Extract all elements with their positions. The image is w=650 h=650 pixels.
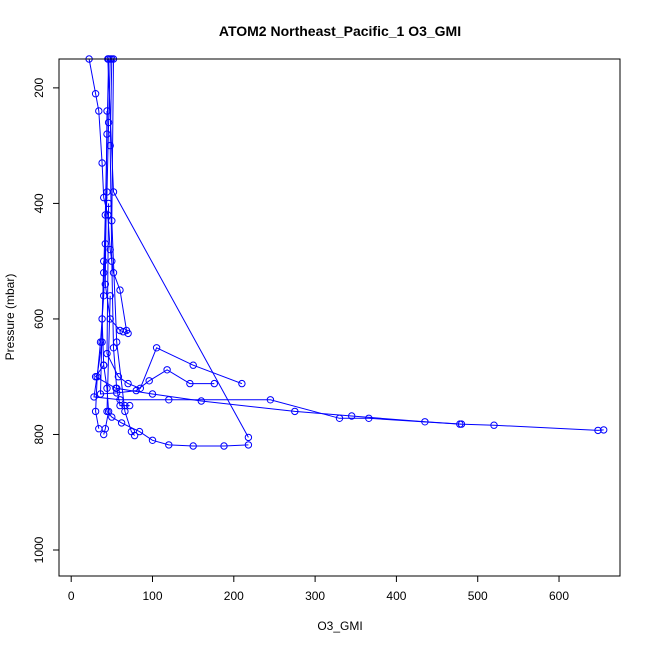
series-line	[107, 58, 249, 438]
y-tick-label: 800	[32, 424, 46, 444]
data-point	[119, 328, 127, 336]
x-axis: 0 100 200 300 400 500 600	[68, 576, 569, 603]
data-point	[244, 441, 253, 449]
data-point	[121, 407, 129, 416]
data-point	[244, 433, 253, 442]
data-point	[238, 379, 246, 388]
data-point	[113, 338, 121, 346]
series	[108, 55, 139, 440]
data-point	[348, 412, 356, 420]
data-point	[165, 441, 173, 449]
x-tick-label: 300	[305, 589, 325, 603]
data-point	[109, 344, 118, 352]
y-axis-label: Pressure (mbar)	[3, 274, 17, 361]
data-point	[152, 344, 161, 352]
series	[91, 361, 466, 428]
chart-title: ATOM2 Northeast_Pacific_1 O3_GMI	[219, 23, 461, 39]
series-line	[93, 342, 604, 431]
data-point	[113, 389, 121, 397]
data-point	[98, 338, 106, 346]
x-tick-label: 0	[68, 589, 75, 603]
data-point	[101, 280, 110, 288]
data-point	[594, 426, 602, 435]
series	[101, 107, 127, 336]
data-point	[490, 421, 498, 429]
data-point	[148, 390, 157, 398]
data-point	[103, 384, 111, 392]
data-point	[108, 257, 116, 265]
data-point	[421, 418, 429, 426]
data-point	[124, 379, 132, 388]
series-line	[106, 295, 249, 447]
data-point	[457, 420, 466, 428]
data-point	[95, 107, 103, 115]
y-tick-label: 400	[32, 193, 46, 213]
series	[106, 55, 134, 410]
data-point	[116, 326, 124, 335]
data-point	[189, 361, 197, 369]
data-point	[163, 366, 171, 374]
series-layer	[85, 55, 608, 450]
data-point	[100, 257, 108, 265]
data-point	[112, 384, 120, 392]
data-point	[126, 401, 134, 410]
y-axis: 200 400 600 800 1000	[32, 78, 59, 563]
series	[103, 199, 246, 392]
data-point	[106, 292, 114, 300]
data-point	[148, 436, 157, 444]
series	[85, 55, 132, 338]
data-point	[90, 393, 98, 401]
data-point	[124, 329, 132, 338]
x-axis-label: O3_GMI	[317, 619, 362, 633]
y-tick-label: 200	[32, 78, 46, 98]
series	[103, 292, 253, 450]
plot-frame	[58, 58, 621, 577]
data-point	[186, 379, 194, 388]
data-point	[114, 373, 123, 381]
series-line	[106, 203, 243, 389]
y-tick-label: 600	[32, 309, 46, 329]
series-line	[111, 58, 135, 436]
data-point	[91, 90, 100, 98]
x-tick-label: 100	[142, 589, 162, 603]
data-point	[116, 396, 124, 404]
data-point	[135, 427, 144, 436]
x-tick-label: 400	[386, 589, 406, 603]
data-point	[266, 396, 275, 404]
data-point	[600, 426, 608, 434]
data-point	[100, 361, 108, 369]
data-point	[210, 379, 219, 388]
data-point	[197, 397, 206, 405]
data-point	[291, 407, 299, 416]
data-point	[100, 430, 108, 439]
data-point	[220, 442, 228, 450]
data-point	[91, 373, 100, 381]
data-point	[98, 159, 106, 167]
data-point	[116, 286, 124, 294]
series-line	[88, 58, 129, 334]
data-point	[109, 188, 118, 196]
data-point	[91, 407, 100, 416]
data-point	[365, 414, 373, 422]
series-line	[104, 110, 124, 333]
data-point	[116, 401, 124, 410]
x-tick-label: 500	[468, 589, 488, 603]
data-point	[136, 384, 145, 392]
x-tick-label: 200	[224, 589, 244, 603]
data-point	[189, 442, 197, 450]
y-tick-label: 1000	[32, 536, 46, 563]
data-point	[130, 431, 139, 440]
data-point	[103, 349, 111, 358]
data-point	[117, 419, 126, 427]
series-line	[94, 364, 462, 425]
data-point	[104, 118, 113, 127]
x-tick-label: 600	[549, 589, 569, 603]
data-point	[108, 413, 116, 421]
data-point	[103, 407, 111, 416]
data-point	[103, 107, 111, 115]
data-point	[145, 377, 153, 385]
data-point	[104, 199, 113, 208]
